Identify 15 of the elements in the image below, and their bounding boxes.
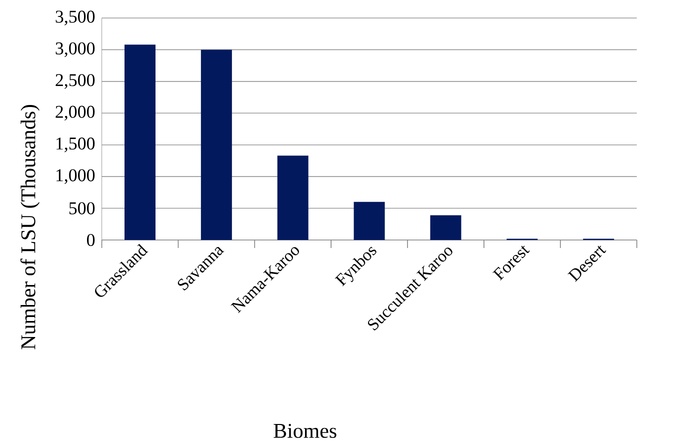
y-tick-label: 1,500 — [56, 138, 95, 152]
x-axis-title: Biomes — [274, 424, 336, 438]
y-tick-label: 3,000 — [56, 42, 95, 58]
y-tick-label: 0 — [87, 234, 95, 246]
y-tick-label: 3,500 — [56, 10, 95, 26]
bar — [277, 156, 308, 240]
bar — [354, 202, 385, 240]
bar — [200, 50, 232, 240]
y-tick-label: 1,000 — [56, 169, 95, 184]
y-axis-title: Number of LSU (Thousands) — [20, 105, 40, 350]
bar — [430, 215, 462, 240]
y-tick-label: 2,500 — [56, 74, 95, 89]
y-tick-label: 500 — [69, 202, 95, 214]
bar — [124, 44, 156, 240]
y-tick-label: 2,000 — [56, 106, 95, 120]
